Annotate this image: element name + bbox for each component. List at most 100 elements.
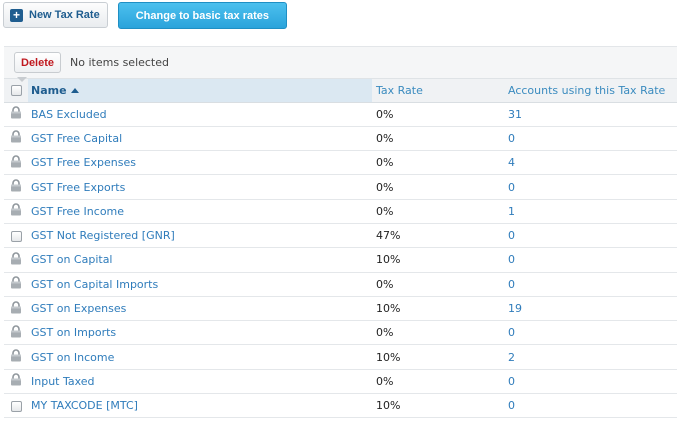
delete-caret [17, 77, 27, 82]
tax-rate-value: 0% [372, 272, 504, 297]
accounts-count-cell: 2 [504, 344, 677, 370]
tax-rate-value: 10% [372, 296, 504, 322]
accounts-count-link[interactable]: 0 [508, 253, 515, 267]
plus-icon: + [10, 8, 23, 22]
lock-icon [10, 300, 22, 317]
accounts-count-link[interactable]: 31 [508, 107, 522, 121]
select-all-checkbox[interactable] [10, 85, 22, 97]
tax-rate-name-link[interactable]: GST on Income [31, 350, 115, 364]
row-checkbox[interactable] [10, 400, 22, 412]
accounts-count-link[interactable]: 0 [508, 399, 515, 413]
tax-rate-name-link[interactable]: MY TAXCODE [MTC] [31, 399, 138, 413]
lock-icon [10, 203, 22, 219]
accounts-count-link[interactable]: 1 [508, 204, 515, 218]
tax-rate-name-cell: BAS Excluded [28, 102, 372, 127]
table-row[interactable]: GST Not Registered [GNR] 47% 0 [4, 223, 677, 249]
accounts-count-link[interactable]: 0 [508, 326, 515, 340]
accounts-count-link[interactable]: 0 [508, 374, 515, 388]
lock-icon [10, 325, 22, 341]
row-select-cell [4, 272, 28, 297]
tax-rate-value: 0% [372, 369, 504, 395]
accounts-count-cell: 19 [504, 296, 677, 322]
lock-icon [10, 130, 22, 146]
tax-rate-name-cell: GST on Capital Imports [28, 272, 372, 297]
tax-rate-name-link[interactable]: Input Taxed [31, 374, 95, 388]
accounts-count-cell: 4 [504, 150, 677, 176]
accounts-count-link[interactable]: 0 [508, 131, 515, 145]
new-tax-rate-button[interactable]: + New Tax Rate [3, 2, 108, 28]
tax-rate-name-link[interactable]: GST Free Expenses [31, 156, 136, 170]
table-row[interactable]: GST on Capital 10% 0 [4, 247, 677, 273]
accounts-count-cell: 0 [504, 247, 677, 273]
table-row[interactable]: GST on Capital Imports 0% 0 [4, 272, 677, 297]
row-select-cell [4, 320, 28, 346]
accounts-count-link[interactable]: 19 [508, 302, 522, 316]
tax-rate-name-link[interactable]: GST on Imports [31, 326, 117, 340]
table-row[interactable]: GST Free Capital 0% 0 [4, 126, 677, 152]
lock-icon [10, 155, 22, 171]
table-row[interactable]: GST Free Income 0% 1 [4, 199, 677, 224]
lock-icon [10, 252, 22, 268]
table-header-row: Name Tax Rate Accounts using this Tax Ra… [4, 79, 677, 103]
row-checkbox[interactable] [10, 230, 22, 242]
tax-rate-name-cell: GST on Imports [28, 320, 372, 346]
tax-rate-name-cell: GST Not Registered [GNR] [28, 223, 372, 249]
change-to-basic-button[interactable]: Change to basic tax rates [117, 2, 287, 29]
row-select-cell [4, 150, 28, 176]
select-all-header [4, 79, 28, 103]
column-header-name[interactable]: Name [28, 79, 372, 103]
column-header-tax-rate[interactable]: Tax Rate [372, 79, 504, 103]
tax-rate-name-cell: GST Free Capital [28, 126, 372, 152]
row-select-cell [4, 344, 28, 370]
accounts-count-cell: 0 [504, 126, 677, 152]
action-bar: Delete No items selected [4, 47, 677, 82]
table-row[interactable]: GST on Expenses 10% 19 [4, 296, 677, 322]
accounts-count-link[interactable]: 0 [508, 180, 515, 194]
accounts-count-link[interactable]: 2 [508, 350, 515, 364]
tax-rate-name-cell: GST Free Expenses [28, 150, 372, 176]
accounts-count-cell: 0 [504, 223, 677, 249]
accounts-count-cell: 0 [504, 369, 677, 395]
tax-rate-name-link[interactable]: GST Free Capital [31, 131, 123, 145]
tax-rate-name-cell: GST on Expenses [28, 296, 372, 322]
accounts-count-link[interactable]: 0 [508, 229, 515, 243]
table-body: BAS Excluded 0% 31 GST Free Capital 0% 0 GST F… [4, 102, 677, 419]
tax-rate-value: 0% [372, 150, 504, 176]
tax-rates-table: Name Tax Rate Accounts using this Tax Ra… [4, 79, 677, 419]
tax-rate-value: 10% [372, 344, 504, 370]
tax-rate-value: 0% [372, 174, 504, 200]
table-row[interactable]: GST on Income 10% 2 [4, 344, 677, 370]
row-select-cell [4, 296, 28, 322]
accounts-count-link[interactable]: 4 [508, 156, 515, 170]
table-row[interactable]: Input Taxed 0% 0 [4, 369, 677, 395]
new-tax-rate-label: New Tax Rate [29, 9, 100, 21]
lock-icon [10, 349, 22, 365]
tax-rate-name-link[interactable]: GST Free Exports [31, 180, 126, 194]
tax-rate-value: 47% [372, 223, 504, 249]
tax-rate-name-link[interactable]: GST on Capital [31, 253, 113, 267]
tax-rate-name-link[interactable]: GST on Expenses [31, 302, 127, 316]
tax-rate-name-cell: GST on Capital [28, 247, 372, 273]
row-select-cell [4, 393, 28, 419]
table-row[interactable]: BAS Excluded 0% 31 [4, 102, 677, 127]
table-row[interactable]: GST Free Exports 0% 0 [4, 174, 677, 200]
tax-rate-value: 10% [372, 393, 504, 419]
accounts-count-link[interactable]: 0 [508, 277, 515, 291]
tax-rate-name-link[interactable]: GST Not Registered [GNR] [31, 229, 175, 243]
delete-button[interactable]: Delete [14, 52, 62, 73]
column-header-accounts[interactable]: Accounts using this Tax Rate [504, 79, 677, 103]
tax-rate-name-link[interactable]: BAS Excluded [31, 107, 107, 121]
table-row[interactable]: MY TAXCODE [MTC] 10% 0 [4, 393, 677, 419]
tax-rate-name-link[interactable]: GST on Capital Imports [31, 277, 159, 291]
table-row[interactable]: GST Free Expenses 0% 4 [4, 150, 677, 176]
lock-icon [10, 106, 22, 122]
table-row[interactable]: GST on Imports 0% 0 [4, 320, 677, 346]
lock-icon [10, 276, 22, 292]
accounts-count-cell: 0 [504, 320, 677, 346]
row-select-cell [4, 199, 28, 224]
tax-rate-name-cell: Input Taxed [28, 369, 372, 395]
tax-rate-name-link[interactable]: GST Free Income [31, 204, 125, 218]
row-select-cell [4, 102, 28, 127]
row-select-cell [4, 369, 28, 395]
accounts-count-cell: 0 [504, 174, 677, 200]
